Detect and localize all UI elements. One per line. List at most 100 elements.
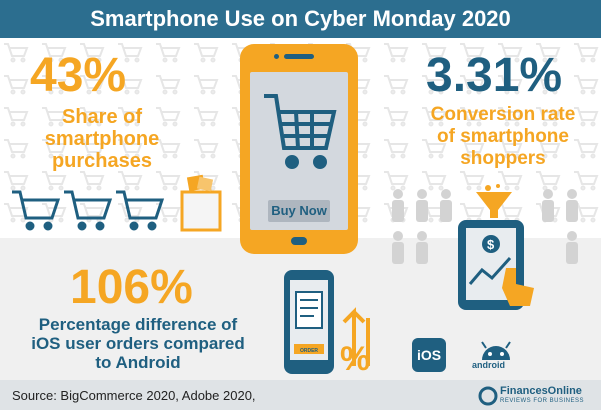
background-cart-icon	[42, 43, 67, 63]
home-button	[291, 237, 307, 245]
brand-tagline: REVIEWS FOR BUSINESS	[500, 398, 585, 404]
percent-icon: %	[340, 340, 370, 378]
buy-now-button: Buy Now	[268, 200, 330, 222]
background-cart-icon	[460, 43, 485, 63]
background-cart-icon	[536, 43, 561, 63]
speaker-slot	[284, 54, 314, 59]
funnel-icon	[476, 184, 512, 218]
camera-dot	[274, 54, 279, 59]
background-cart-icon	[574, 75, 599, 95]
share-label-line: purchases	[51, 150, 153, 172]
ios-difference-label-line: to Android	[95, 353, 181, 372]
source-text: Source: BigCommerce 2020, Adobe 2020,	[12, 388, 256, 403]
ios-difference-percent: 106%	[70, 261, 193, 314]
background-cart-icon	[536, 139, 561, 159]
background-cart-icon	[460, 139, 485, 159]
crowd-illustration	[392, 189, 578, 264]
finances-online-logo-icon	[478, 386, 498, 406]
brand-name: FinancesOnline	[500, 385, 582, 397]
background-cart-icon	[156, 171, 181, 191]
background-cart-icon	[118, 171, 143, 191]
share-label: Share of smartphone purchases	[22, 106, 182, 172]
arrow-up-icon	[342, 307, 370, 366]
background-cart-icon	[4, 139, 29, 159]
phone-screen: Buy Now	[250, 72, 348, 230]
shopping-cart-icon	[116, 190, 165, 231]
android-icon	[481, 341, 511, 360]
shopping-cart-icon	[12, 190, 61, 231]
conversion-percent: 3.31%	[426, 49, 563, 102]
share-label-line: smartphone	[44, 128, 160, 150]
ios-difference-label: Percentage difference of iOS user orders…	[8, 315, 268, 372]
background-cart-icon	[80, 75, 105, 95]
person-icon	[566, 189, 578, 222]
background-cart-icon	[4, 171, 29, 191]
page-title: Smartphone Use on Cyber Monday 2020	[90, 6, 511, 31]
background-cart-icon	[80, 107, 105, 127]
background-cart-icon	[498, 171, 523, 191]
background-cart-icon	[118, 107, 143, 127]
person-icon	[416, 231, 428, 264]
share-percent: 43%	[30, 49, 127, 102]
conversion-label-line: shoppers	[460, 148, 546, 169]
background-cart-icon	[498, 107, 523, 127]
conversion-label: Conversion rate of smartphone shoppers	[408, 104, 598, 170]
background-cart-icon	[422, 139, 447, 159]
background-cart-icon	[498, 139, 523, 159]
background-cart-icon	[498, 75, 523, 95]
background-cart-icon	[574, 139, 599, 159]
background-cart-icon	[80, 171, 105, 191]
shopping-cart-icon	[264, 94, 337, 169]
background-cart-icon	[194, 43, 219, 63]
background-cart-icon	[118, 43, 143, 63]
background-cart-icon	[422, 107, 447, 127]
background-cart-icon	[384, 107, 409, 127]
background-cart-icon	[574, 43, 599, 63]
person-icon	[416, 189, 428, 222]
background-cart-icon	[4, 43, 29, 63]
ios-difference-label-line: iOS user orders compared	[31, 334, 245, 353]
person-icon	[392, 189, 404, 222]
person-icon	[566, 231, 578, 264]
background-cart-icon	[80, 43, 105, 63]
background-cart-icon	[384, 139, 409, 159]
background-cart-icon	[194, 139, 219, 159]
background-cart-icon	[536, 107, 561, 127]
background-cart-icon	[42, 75, 67, 95]
background-cart-icon	[536, 75, 561, 95]
background-cart-icon	[156, 107, 181, 127]
svg-text:$: $	[487, 237, 495, 252]
background-cart-icon	[460, 75, 485, 95]
ios-difference-label-line: Percentage difference of	[38, 315, 238, 334]
person-icon	[440, 189, 452, 222]
svg-text:%: %	[340, 340, 370, 378]
person-icon	[392, 231, 404, 264]
conversion-illustration: $	[458, 184, 534, 310]
background-cart-icon	[422, 75, 447, 95]
background-cart-icon	[460, 107, 485, 127]
background-cart-icon	[422, 171, 447, 191]
shopping-bag-icon	[180, 174, 222, 232]
footer-bar	[0, 380, 601, 410]
background-cart-icon	[574, 171, 599, 191]
background-cart-icon	[498, 43, 523, 63]
dollar-icon: $	[482, 235, 500, 253]
background-cart-icon	[118, 139, 143, 159]
header-bar: Smartphone Use on Cyber Monday 2020	[0, 0, 601, 38]
background-cart-icon	[42, 171, 67, 191]
apple-ios-icon: iOS	[412, 338, 446, 372]
background-cart-icon	[156, 75, 181, 95]
background-cart-icon	[4, 107, 29, 127]
background-cart-icon	[156, 139, 181, 159]
background-cart-icon	[4, 75, 29, 95]
background-cart-icon	[42, 107, 67, 127]
background-cart-icon	[460, 171, 485, 191]
order-illustration: %	[284, 270, 370, 378]
background-cart-icon	[194, 75, 219, 95]
background-cart-icon	[574, 107, 599, 127]
background-cart-icon	[422, 43, 447, 63]
background-cart-icon	[156, 43, 181, 63]
background-cart-icon	[536, 171, 561, 191]
background-cart-icon	[384, 43, 409, 63]
background-cart-icon	[42, 139, 67, 159]
